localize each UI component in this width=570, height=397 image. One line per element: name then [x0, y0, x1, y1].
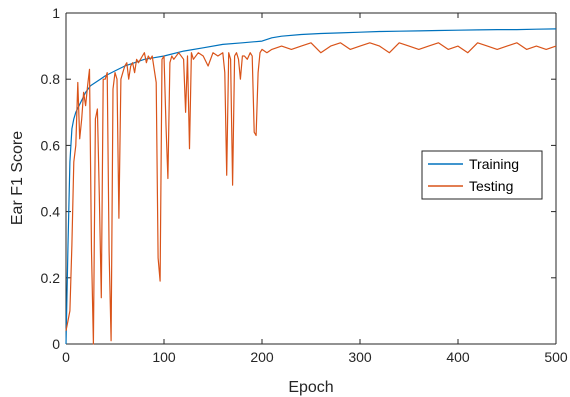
legend-label-testing: Testing	[469, 178, 513, 194]
x-tick-label: 100	[152, 349, 176, 365]
x-ticks: 0 100 200 300 400 500	[62, 13, 568, 365]
y-tick-label: 0.2	[41, 270, 61, 286]
x-tick-label: 500	[544, 349, 568, 365]
x-tick-label: 400	[446, 349, 470, 365]
legend-label-training: Training	[469, 156, 519, 172]
y-tick-label: 0.6	[41, 137, 61, 153]
x-tick-label: 0	[62, 349, 70, 365]
x-axis-title: Epoch	[288, 379, 333, 396]
legend-box	[421, 150, 543, 200]
y-tick-label: 0	[52, 336, 60, 352]
series-line-testing	[65, 42, 557, 345]
y-tick-label: 1	[52, 5, 60, 21]
x-tick-label: 300	[348, 349, 372, 365]
series-group	[65, 28, 557, 345]
y-tick-label: 0.8	[41, 71, 61, 87]
plot-area	[65, 12, 557, 345]
series-line-training	[65, 28, 557, 345]
y-ticks: 0 0.2 0.4 0.6 0.8 1	[41, 5, 556, 352]
y-axis-title: Ear F1 Score	[9, 131, 26, 225]
y-tick-label: 0.4	[41, 204, 61, 220]
legend: Training Testing	[421, 150, 543, 200]
x-tick-label: 200	[250, 349, 274, 365]
